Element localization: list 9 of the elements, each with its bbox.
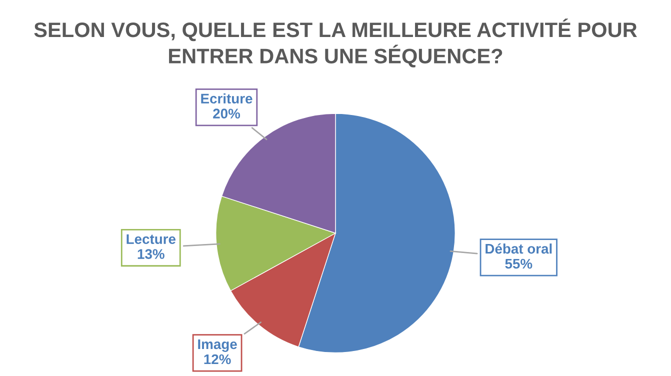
data-label: 20% (213, 108, 240, 119)
slice-label: Débat oral (486, 243, 552, 254)
slice-label: Lecture (126, 234, 176, 244)
chart-title: SELON VOUS, QUELLE EST LA MEILLEURE ACTIVITÉ POUR ENTRER DANS UNE SÉQUENCE? (34, 18, 637, 68)
data-label: 13% (138, 249, 164, 259)
data-label: 12% (204, 354, 231, 364)
slice-label: Image (198, 339, 237, 352)
slice-label: Ecriture (201, 93, 252, 104)
data-label: 55% (505, 258, 532, 269)
